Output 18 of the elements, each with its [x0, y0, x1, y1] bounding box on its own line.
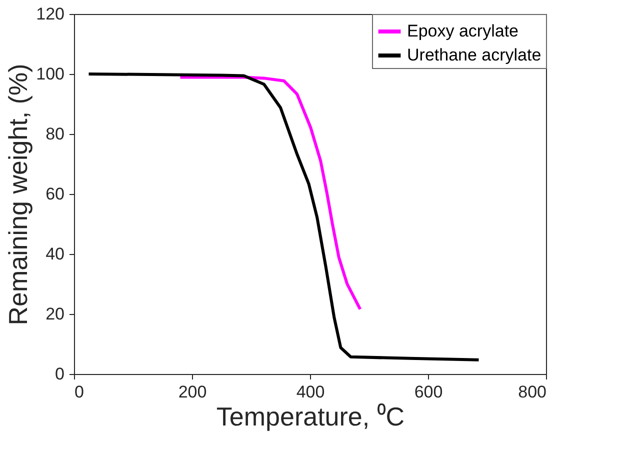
y-tick-label: 80	[46, 124, 64, 144]
x-tick-label: 800	[518, 382, 546, 402]
y-axis-title: Remaining weight, (%)	[3, 64, 34, 326]
x-tick-label: 400	[296, 382, 325, 402]
y-tick-label: 0	[55, 364, 64, 384]
x-tick-label: 0	[74, 382, 84, 402]
line-series	[178, 76, 362, 311]
y-tick-label: 120	[36, 4, 64, 24]
legend-label: Urethane acrylate	[407, 46, 542, 64]
y-tick-label: 100	[36, 64, 64, 84]
x-tick-label: 200	[178, 382, 207, 402]
y-tick-label: 60	[46, 184, 64, 204]
y-tick-label: 40	[46, 244, 64, 264]
line-series	[87, 72, 480, 362]
x-tick-label: 600	[414, 382, 443, 402]
x-axis-title: Temperature, ⁰C	[216, 402, 405, 432]
legend-label: Epoxy acrylate	[407, 22, 518, 40]
y-tick-label: 20	[46, 304, 64, 324]
